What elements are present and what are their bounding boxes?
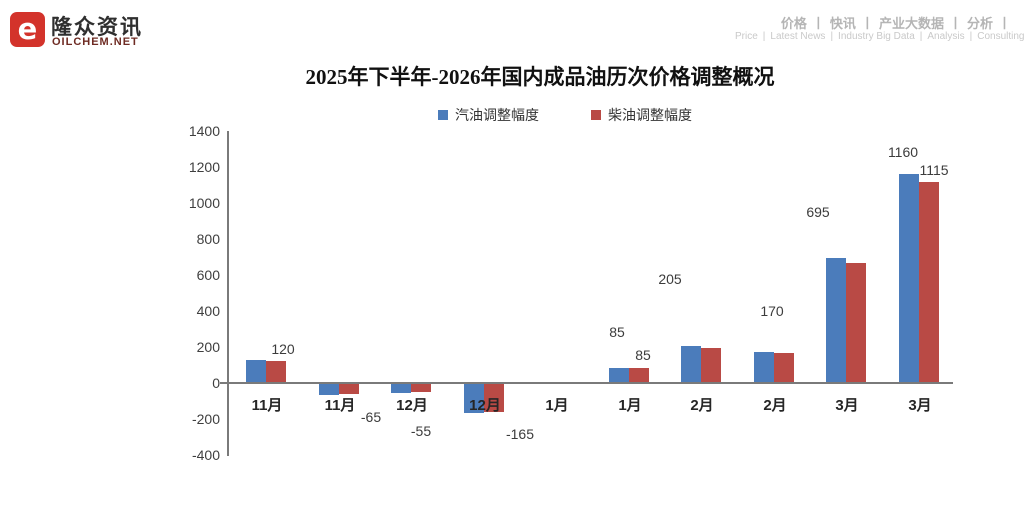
data-label: 205 (658, 271, 682, 287)
bar-gasoline-2月 (754, 352, 774, 383)
bar-diesel-11月 (339, 383, 359, 394)
legend-item-gasoline: 汽油调整幅度 (438, 105, 539, 125)
x-axis-label: 2月 (690, 397, 714, 414)
x-axis-label: 3月 (835, 397, 859, 414)
nav-line-cn: 价格丨快讯丨产业大数据丨分析丨 (735, 13, 1016, 32)
nav-separator: 丨 (997, 16, 1011, 31)
y-axis-tick-label: 200 (196, 339, 220, 355)
nav-separator: | (969, 31, 973, 42)
x-axis-zero-line (227, 382, 953, 384)
y-axis-tick-label: -400 (191, 447, 220, 463)
bar-diesel-1月 (629, 368, 649, 383)
bar-gasoline-11月 (246, 360, 266, 383)
nav-item-en[interactable]: Latest News (770, 31, 826, 42)
bar-gasoline-12月 (391, 383, 411, 393)
data-label: 85 (609, 324, 625, 340)
legend-label-diesel: 柴油调整幅度 (608, 107, 692, 123)
zero-tick-mark (220, 382, 227, 384)
legend-label-gasoline: 汽油调整幅度 (455, 107, 539, 123)
bar-diesel-11月 (266, 361, 286, 383)
data-label: -65 (360, 409, 382, 425)
legend-item-diesel: 柴油调整幅度 (591, 105, 692, 125)
bar-diesel-12月 (484, 383, 504, 412)
data-label: 695 (806, 204, 830, 220)
y-axis-tick-label: 400 (196, 303, 220, 319)
x-axis-label: 1月 (618, 397, 642, 414)
nav-item-en[interactable]: Analysis (927, 31, 965, 42)
data-label: 1115 (919, 162, 949, 178)
x-axis-label: 2月 (763, 397, 787, 414)
oilchem-logo-name-en[interactable]: OILCHEM.NET (52, 36, 139, 48)
bar-gasoline-3月 (899, 174, 919, 383)
bar-diesel-12月 (411, 383, 431, 392)
nav-separator: 丨 (860, 16, 874, 31)
x-axis-label: 1月 (545, 397, 569, 414)
nav-separator: | (919, 31, 923, 42)
bar-diesel-2月 (701, 348, 721, 383)
nav-separator: | (762, 31, 766, 42)
nav-separator: 丨 (948, 16, 962, 31)
nav-item-cn[interactable]: 快讯 (829, 16, 856, 31)
bar-diesel-2月 (774, 353, 794, 383)
data-label: 85 (635, 347, 651, 363)
nav-separator: 丨 (811, 16, 825, 31)
nav-item-cn[interactable]: 价格 (780, 16, 807, 31)
bar-gasoline-2月 (681, 346, 701, 383)
x-axis-label: 11月 (324, 397, 356, 414)
data-label: -55 (410, 423, 432, 439)
y-axis-tick-label: 0 (212, 375, 220, 391)
x-axis-label: 12月 (469, 397, 501, 414)
nav-item-en[interactable]: Industry Big Data (838, 31, 915, 42)
y-axis-tick-label: -200 (191, 411, 220, 427)
legend-swatch-diesel (591, 110, 601, 120)
data-label: -165 (505, 426, 535, 442)
bar-gasoline-12月 (464, 383, 484, 413)
oilchem-logo-icon[interactable]: e (10, 12, 45, 47)
nav-line-en: Price | Latest News | Industry Big Data | Anal… (735, 31, 1024, 42)
chart-title: 2025年下半年-2026年国内成品油历次价格调整概况 (305, 65, 775, 89)
bar-gasoline-1月 (609, 368, 629, 383)
bar-gasoline-11月 (319, 383, 339, 395)
nav-separator: | (830, 31, 834, 42)
nav-item-cn[interactable]: 产业大数据 (878, 16, 944, 31)
y-axis-tick-label: 600 (196, 267, 220, 283)
y-axis-tick-label: 1400 (188, 123, 220, 139)
x-axis-label: 11月 (251, 397, 283, 414)
bar-diesel-3月 (919, 182, 939, 383)
nav-item-en[interactable]: Consulting (977, 31, 1024, 42)
oilchem-logo-name-cn[interactable]: 隆众资讯 (51, 16, 143, 39)
data-label: 170 (760, 303, 784, 319)
data-label: 120 (271, 341, 295, 357)
bar-diesel-3月 (846, 263, 866, 383)
nav-item-en[interactable]: Price (735, 31, 758, 42)
y-axis-tick-label: 800 (196, 231, 220, 247)
y-axis-tick-label: 1000 (188, 195, 220, 211)
x-axis-label: 3月 (908, 397, 932, 414)
y-axis-line (227, 131, 229, 456)
data-label: 1160 (887, 144, 919, 160)
chart-legend: 汽油调整幅度 柴油调整幅度 (438, 105, 692, 125)
legend-swatch-gasoline (438, 110, 448, 120)
bar-gasoline-3月 (826, 258, 846, 383)
y-axis-tick-label: 1200 (188, 159, 220, 175)
nav-item-cn[interactable]: 分析 (966, 16, 993, 31)
x-axis-label: 12月 (396, 397, 428, 414)
